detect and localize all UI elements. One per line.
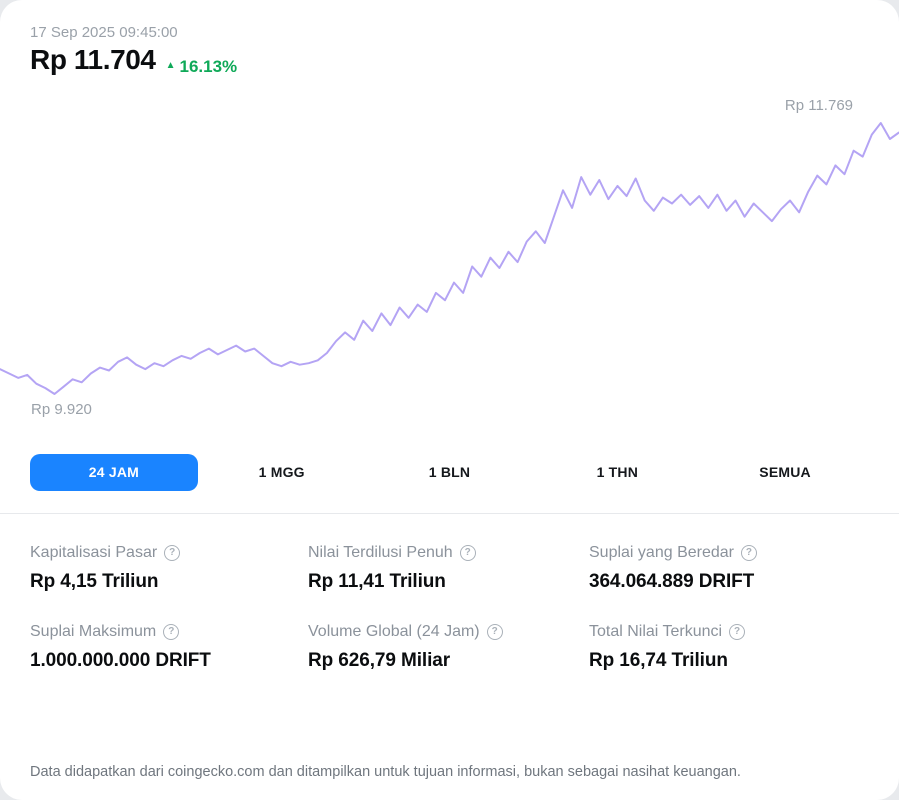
stat-nilai-terdilusi-penuh: Nilai Terdilusi Penuh ? Rp 11,41 Triliun (308, 544, 589, 593)
chart-high-label: Rp 11.769 (784, 96, 853, 114)
stat-label: Nilai Terdilusi Penuh ? (308, 544, 589, 562)
stat-label: Suplai Maksimum ? (30, 623, 308, 641)
price-change-percent: 16.13% (179, 56, 238, 76)
stat-kapitalisasi-pasar: Kapitalisasi Pasar ? Rp 4,15 Triliun (30, 544, 308, 593)
tab-1-mgg[interactable]: 1 MGG (258, 463, 305, 480)
stat-value: 364.064.889 DRIFT (589, 570, 755, 592)
stat-total-nilai-terkunci: Total Nilai Terkunci ? Rp 16,74 Triliun (589, 623, 869, 672)
tab-semua[interactable]: SEMUA (759, 463, 811, 480)
stat-label: Suplai yang Beredar ? (589, 544, 869, 562)
tab-1-thn[interactable]: 1 THN (596, 463, 639, 480)
timestamp: 17 Sep 2025 09:45:00 (30, 24, 178, 41)
stat-value: Rp 4,15 Triliun (30, 570, 159, 592)
stat-label: Volume Global (24 Jam) ? (308, 623, 589, 641)
info-icon[interactable]: ? (486, 623, 503, 640)
time-range-tabs: 24 JAM 1 MGG 1 BLN 1 THN SEMUA (0, 453, 899, 491)
chart-low-label: Rp 9.920 (31, 400, 92, 418)
stat-value: 1.000.000.000 DRIFT (30, 649, 211, 671)
info-icon[interactable]: ? (163, 623, 180, 640)
price-row: Rp 11.704 ▲ 16.13% (30, 44, 869, 77)
stat-suplai-yang-beredar: Suplai yang Beredar ? 364.064.889 DRIFT (589, 544, 869, 593)
price-line (0, 121, 899, 395)
stat-label-text: Suplai yang Beredar (589, 543, 734, 561)
price-line-chart[interactable]: Rp 11.769 Rp 9.920 (0, 77, 899, 442)
stat-value: Rp 16,74 Triliun (589, 649, 728, 671)
stat-label: Total Nilai Terkunci ? (589, 623, 869, 641)
stats-grid: Kapitalisasi Pasar ? Rp 4,15 Triliun Nil… (0, 514, 899, 672)
tab-1-bln[interactable]: 1 BLN (428, 463, 471, 480)
stat-label-text: Total Nilai Terkunci (589, 622, 723, 640)
info-icon[interactable]: ? (740, 544, 757, 561)
disclaimer-text: Data didapatkan dari coingecko.com dan d… (30, 764, 741, 780)
stat-volume-global-24-jam: Volume Global (24 Jam) ? Rp 626,79 Milia… (308, 623, 589, 672)
chart-svg (0, 121, 899, 395)
current-price: Rp 11.704 (30, 44, 156, 75)
stat-label-text: Suplai Maksimum (30, 622, 157, 640)
stat-value: Rp 11,41 Triliun (308, 570, 446, 592)
stat-value: Rp 626,79 Miliar (308, 649, 451, 671)
stat-label-text: Kapitalisasi Pasar (30, 543, 158, 561)
info-icon[interactable]: ? (164, 544, 181, 561)
stat-label-text: Nilai Terdilusi Penuh (308, 543, 453, 561)
price-change: ▲ 16.13% (166, 57, 238, 77)
info-icon[interactable]: ? (459, 544, 476, 561)
up-arrow-icon: ▲ (165, 60, 176, 71)
tab-24-jam[interactable]: 24 JAM (30, 453, 198, 491)
stat-label-text: Volume Global (24 Jam) (308, 622, 480, 640)
stat-label: Kapitalisasi Pasar ? (30, 544, 308, 562)
info-icon[interactable]: ? (729, 623, 746, 640)
header: 17 Sep 2025 09:45:00 Rp 11.704 ▲ 16.13% (0, 0, 899, 77)
stat-suplai-maksimum: Suplai Maksimum ? 1.000.000.000 DRIFT (30, 623, 308, 672)
section-divider (0, 512, 899, 514)
